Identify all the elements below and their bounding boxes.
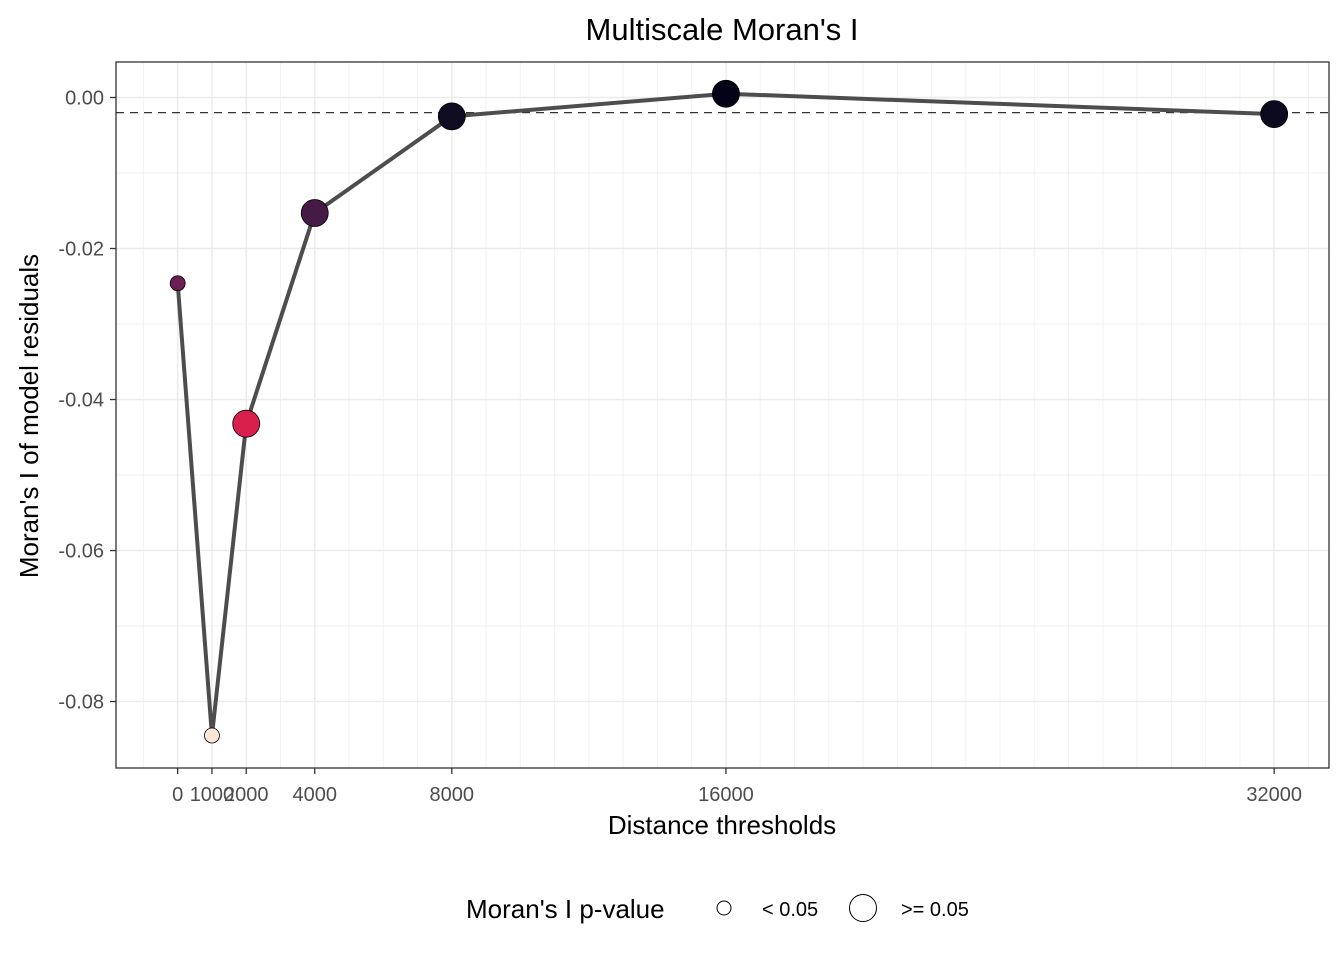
panel-border [115, 61, 1330, 769]
legend-title: Moran's I p-value [466, 894, 665, 924]
x-tick-label: 2000 [224, 784, 269, 806]
grid-minor [116, 62, 1329, 768]
y-tick-label: -0.08 [58, 692, 104, 714]
x-tick-label: 8000 [430, 784, 475, 806]
data-point [1260, 100, 1289, 129]
data-point [232, 409, 261, 438]
x-tick-label: 16000 [698, 784, 754, 806]
x-tick-label: 32000 [1246, 784, 1302, 806]
x-tick-label: 4000 [292, 784, 337, 806]
legend-label-small: < 0.05 [762, 899, 818, 921]
x-axis-title: Distance thresholds [608, 810, 836, 840]
data-point [300, 199, 329, 227]
data-points [169, 79, 1289, 744]
y-axis-title: Moran's I of model residuals [14, 254, 44, 578]
chart-title: Multiscale Moran's I [586, 12, 859, 47]
legend-label-large: >= 0.05 [901, 899, 969, 921]
y-tick-label: -0.06 [58, 541, 104, 563]
y-tick-label: -0.04 [58, 390, 104, 412]
data-point [204, 727, 220, 744]
x-tick-label: 0 [172, 784, 183, 806]
data-point [437, 102, 466, 131]
y-tick-label: -0.02 [58, 239, 104, 261]
legend-key-small [716, 900, 732, 916]
legend: Moran's I p-value < 0.05 >= 0.05 [466, 894, 969, 924]
y-tick-label: 0.00 [65, 87, 104, 109]
grid-major [116, 62, 1329, 768]
legend-key-large [849, 894, 877, 922]
data-point [712, 79, 740, 108]
x-tick-label: 1000 [190, 784, 235, 806]
y-axis: 0.00 -0.02 -0.04 -0.06 -0.08 [58, 87, 116, 714]
data-point [169, 275, 186, 292]
